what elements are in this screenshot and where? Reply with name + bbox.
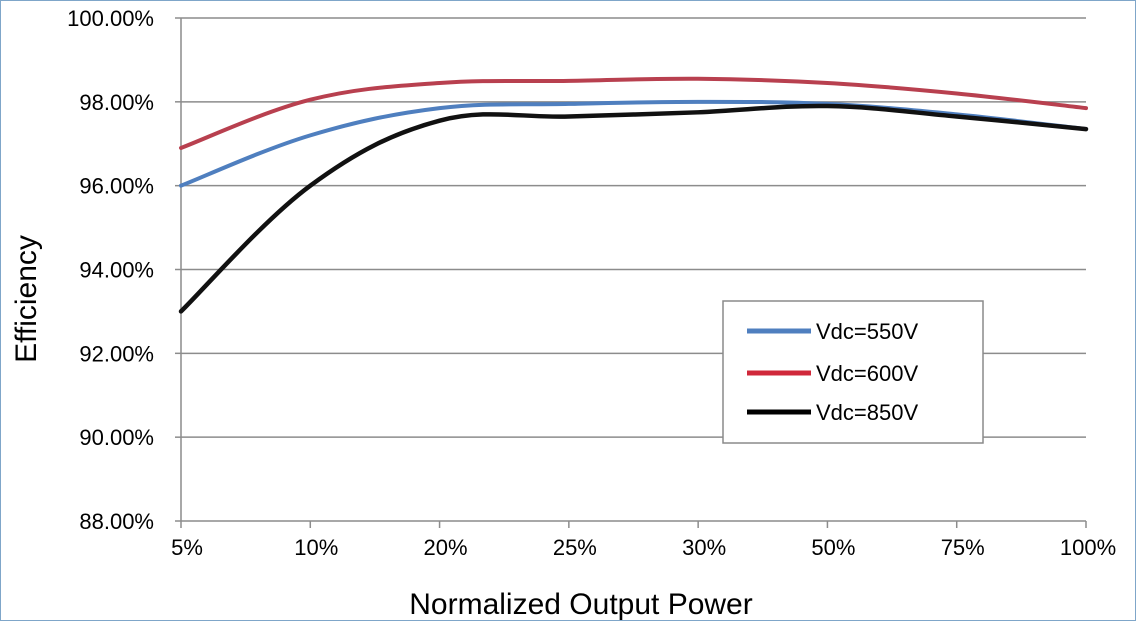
y-tick-label: 92.00% <box>79 341 154 366</box>
series-lines <box>178 76 1089 314</box>
x-tick-label: 20% <box>424 535 468 560</box>
series-line-vdc-600v <box>179 76 1088 150</box>
y-tick-label: 96.00% <box>79 174 154 199</box>
x-axis-title: Normalized Output Power <box>409 588 752 621</box>
y-tick-label: 100.00% <box>67 6 154 31</box>
x-tick-label: 30% <box>682 535 726 560</box>
legend-label-vdc-600v: Vdc=600V <box>816 361 918 386</box>
y-axis-title: Efficiency <box>10 235 43 363</box>
y-tick-label: 94.00% <box>79 258 154 283</box>
legend-label-vdc-550v: Vdc=550V <box>816 319 918 344</box>
axes <box>175 17 1087 528</box>
y-tick-label: 90.00% <box>79 425 154 450</box>
x-tick-label: 5% <box>171 535 203 560</box>
legend: Vdc=550V Vdc=600V Vdc=850V <box>722 300 984 444</box>
x-tick-label: 75% <box>941 535 985 560</box>
x-tick-label: 50% <box>811 535 855 560</box>
tick-labels: 88.00% 90.00% 92.00% 94.00% 96.00% 98.00% 100.… <box>67 6 1116 560</box>
y-tick-label: 88.00% <box>79 509 154 534</box>
x-tick-label: 100% <box>1060 535 1116 560</box>
x-tick-label: 10% <box>294 535 338 560</box>
legend-label-vdc-850v: Vdc=850V <box>816 400 918 425</box>
y-tick-label: 98.00% <box>79 90 154 115</box>
x-tick-label: 25% <box>553 535 597 560</box>
series-line-vdc-850v <box>178 103 1089 314</box>
